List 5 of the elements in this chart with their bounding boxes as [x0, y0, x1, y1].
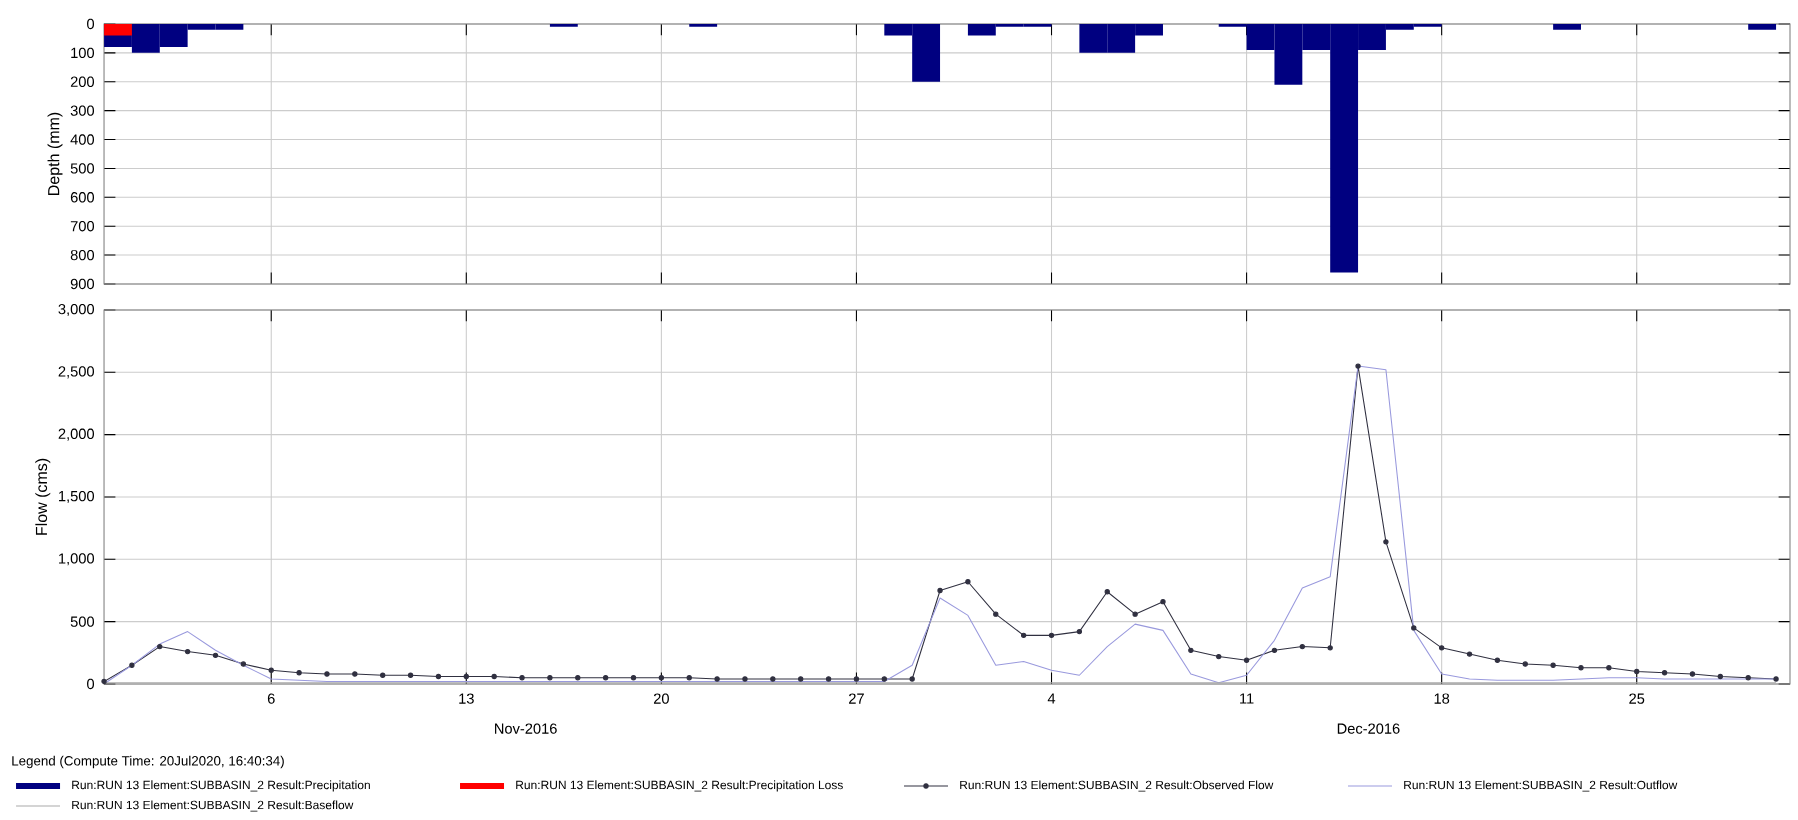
y-axis-title: Depth (mm) [47, 112, 63, 195]
bar [1748, 23, 1777, 30]
bar [104, 23, 132, 36]
y-axis-title: Flow (cms) [35, 458, 51, 535]
bar [1553, 23, 1581, 30]
